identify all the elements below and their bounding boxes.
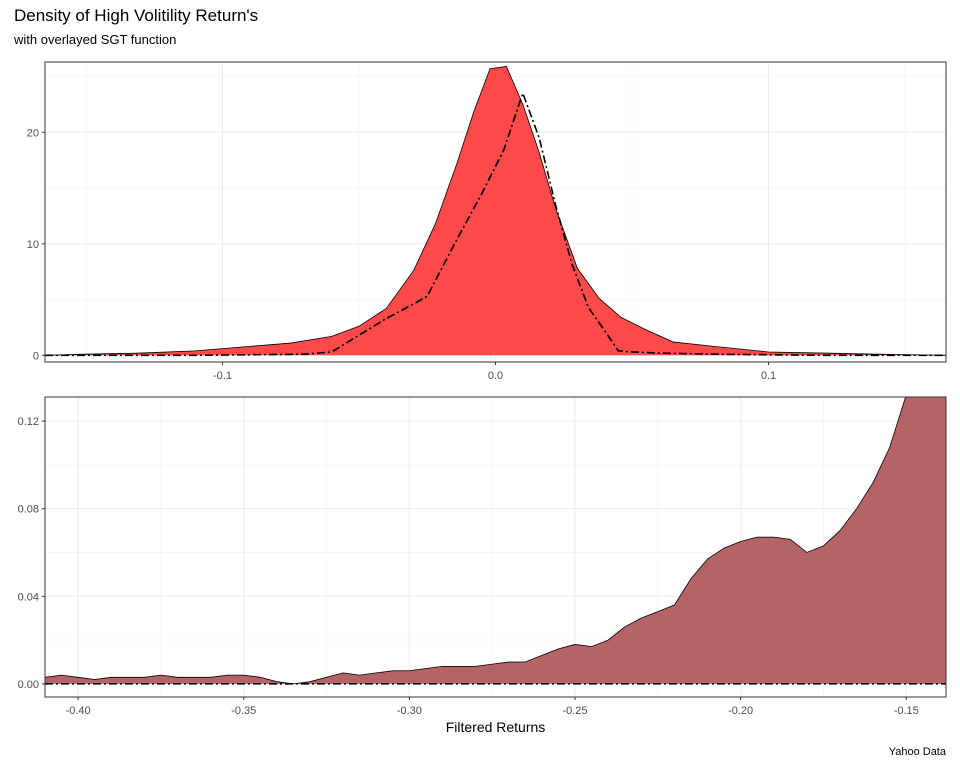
bottom-x-tick-label: -0.30 [397,705,422,717]
top-x-tick-label: 0.0 [488,370,503,382]
bottom-x-axis-title: Filtered Returns [446,719,546,735]
top-panel: 0 10 20 -0.1 0.0 0.1 [27,61,947,382]
bottom-x-tick-label: -0.15 [894,705,919,717]
bottom-y-tick-label: 0.08 [18,504,39,516]
bottom-x-tick-label: -0.40 [66,705,91,717]
bottom-panel-border [44,396,947,698]
bottom-plot-area [45,397,946,685]
top-y-tick-label: 10 [27,239,39,251]
bottom-x-tick-label: -0.35 [231,705,256,717]
top-density-area [45,66,946,356]
chart-title: Density of High Volitility Return's [14,6,259,25]
top-sgt-line [45,90,946,357]
bottom-x-tick-label: -0.25 [562,705,587,717]
top-y-tick-label: 0 [33,350,39,362]
chart-caption: Yahoo Data [888,746,946,758]
bottom-panel: 0.00 0.04 0.08 0.12 -0.40 -0.35 -0.30 -0.25 -0.2… [18,396,947,735]
chart-subtitle: with overlayed SGT function [14,32,177,47]
bottom-y-tick-label: 0.12 [18,416,39,428]
bottom-y-tick-label: 0.04 [18,591,39,603]
bottom-density-outline [45,397,906,685]
bottom-y-tick-label: 0.00 [18,679,39,691]
top-x-tick-label: -0.1 [213,370,232,382]
top-plot-area [45,66,946,357]
bottom-density-area [45,397,946,684]
bottom-x-tick-label: -0.20 [728,705,753,717]
top-y-tick-label: 20 [27,127,39,139]
top-x-tick-label: 0.1 [761,370,776,382]
top-density-outline [45,66,946,356]
